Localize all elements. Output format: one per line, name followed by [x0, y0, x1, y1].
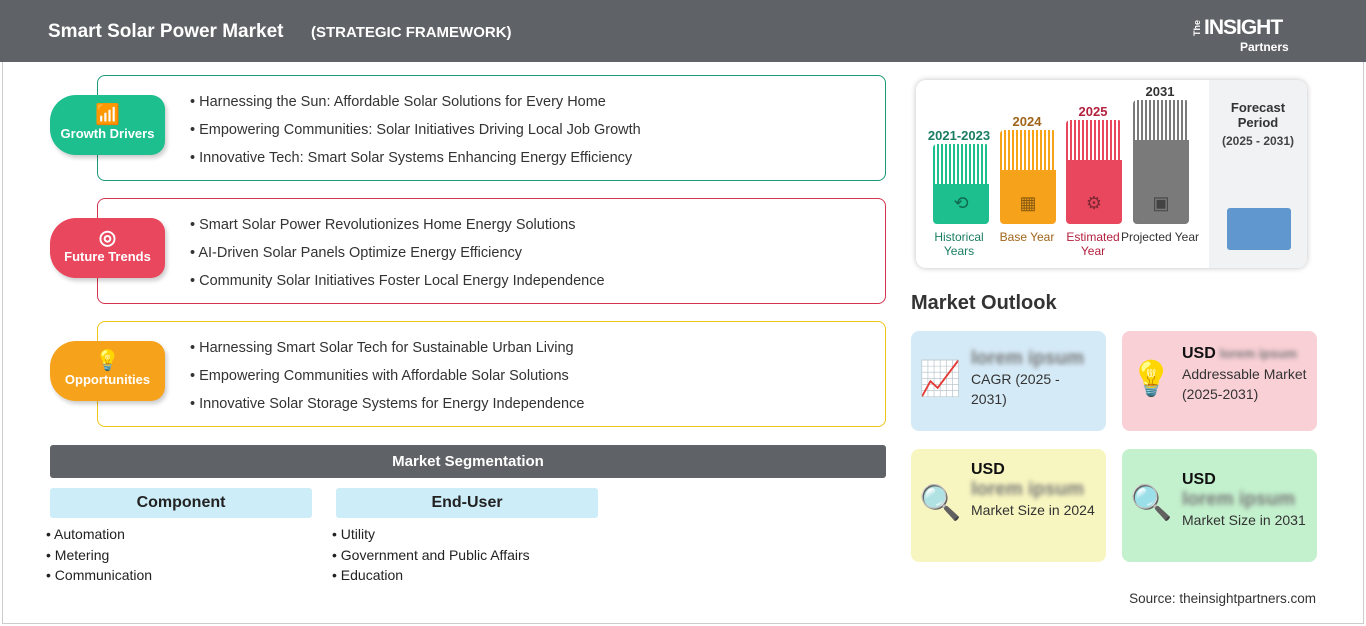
list-item: Education [332, 567, 530, 588]
header-bar: Smart Solar Power Market (STRATEGIC FRAM… [0, 0, 1366, 62]
growth-drivers-label: 📶 Growth Drivers [50, 95, 165, 155]
list-item: Empowering Communities: Solar Initiative… [190, 122, 641, 150]
segment-component: Component [50, 488, 312, 518]
list-item: Communication [46, 567, 152, 588]
list-item: Innovative Solar Storage Systems for Ene… [190, 396, 584, 424]
component-list: AutomationMeteringCommunication [46, 526, 152, 588]
opportunities-label: 💡 Opportunities [50, 341, 165, 401]
list-item: Empowering Communities with Affordable S… [190, 368, 584, 396]
list-item: Utility [332, 526, 530, 547]
list-item: AI-Driven Solar Panels Optimize Energy E… [190, 245, 605, 273]
segment-end-user: End-User [336, 488, 598, 518]
end-user-list: UtilityGovernment and Public AffairsEduc… [332, 526, 530, 588]
lightbulb-hand-icon: 💡 [95, 350, 120, 372]
addressable-market-card: 💡 USD lorem ipsum Addressable Market (202… [1122, 331, 1317, 431]
list-item: Government and Public Affairs [332, 547, 530, 568]
content-frame [2, 62, 1364, 624]
source-text: Source: theinsightpartners.com [1129, 591, 1316, 606]
base-bar: ▦ [1000, 130, 1056, 224]
growth-chart-icon: 📶 [95, 104, 120, 126]
year-label: 2021-2023 [927, 128, 991, 143]
list-item: Smart Solar Power Revolutionizes Home En… [190, 217, 605, 245]
page-title: Smart Solar Power Market [48, 21, 284, 42]
list-item: Metering [46, 547, 152, 568]
presentation-icon: ▣ [1152, 193, 1170, 213]
growth-drivers-box: Harnessing the Sun: Affordable Solar Sol… [97, 75, 886, 181]
growth-chart-icon: 📈 [919, 360, 962, 398]
list-item: Harnessing the Sun: Affordable Solar Sol… [190, 94, 641, 122]
cagr-card: 📈 lorem ipsum CAGR (2025 - 2031) [911, 331, 1106, 431]
year-label: 2024 [1012, 114, 1042, 129]
future-trends-label: ◎ Future Trends [50, 218, 165, 278]
bar-label: Estimated Year [1066, 230, 1120, 258]
target-icon: ◎ [98, 227, 117, 249]
market-outlook-title: Market Outlook [911, 292, 1057, 314]
historical-bar: ⟲ [933, 144, 989, 224]
forecast-title: Forecast Period [1230, 100, 1286, 130]
calendar-icon: ▦ [1019, 193, 1037, 213]
year-label: 2031 [1145, 84, 1175, 99]
market-size-2024-card: 🔍 USD lorem ipsum Market Size in 2024 [911, 449, 1106, 562]
bar-label: Projected Year [1120, 230, 1200, 244]
year-label: 2025 [1078, 104, 1108, 119]
list-item: Innovative Tech: Smart Solar Systems Enh… [190, 150, 641, 178]
list-item: Harnessing Smart Solar Tech for Sustaina… [190, 340, 584, 368]
opportunities-box: Harnessing Smart Solar Tech for Sustaina… [97, 321, 886, 427]
timeline-card: 2021-2023 ⟲ Historical Years 2024 ▦ Base… [916, 80, 1307, 268]
market-size-icon: 🔍 [919, 484, 962, 522]
list-item: Community Solar Initiatives Foster Local… [190, 273, 604, 301]
page-subtitle: (STRATEGIC FRAMEWORK) [311, 24, 512, 41]
list-item: Automation [46, 526, 152, 547]
forecast-panel: Forecast Period (2025 - 2031) [1209, 80, 1307, 268]
history-icon: ⟲ [953, 193, 969, 213]
bar-label: Historical Years [934, 230, 984, 258]
projected-bar: ▣ [1133, 100, 1189, 224]
segmentation-header: Market Segmentation [50, 445, 886, 478]
future-trends-box: Smart Solar Power Revolutionizes Home En… [97, 198, 886, 304]
cagr-value: lorem ipsum [971, 348, 1084, 369]
settings-chart-icon: ⚙ [1085, 193, 1103, 213]
bar-label: Base Year [999, 230, 1055, 244]
estimated-bar: ⚙ [1066, 120, 1122, 224]
dollar-bulb-icon: 💡 [1130, 360, 1173, 398]
market-size-icon: 🔍 [1130, 484, 1173, 522]
analytics-illustration [1227, 208, 1291, 250]
market-size-2031-card: 🔍 USD lorem ipsum Market Size in 2031 [1122, 449, 1317, 562]
forecast-period: (2025 - 2031) [1221, 134, 1295, 148]
